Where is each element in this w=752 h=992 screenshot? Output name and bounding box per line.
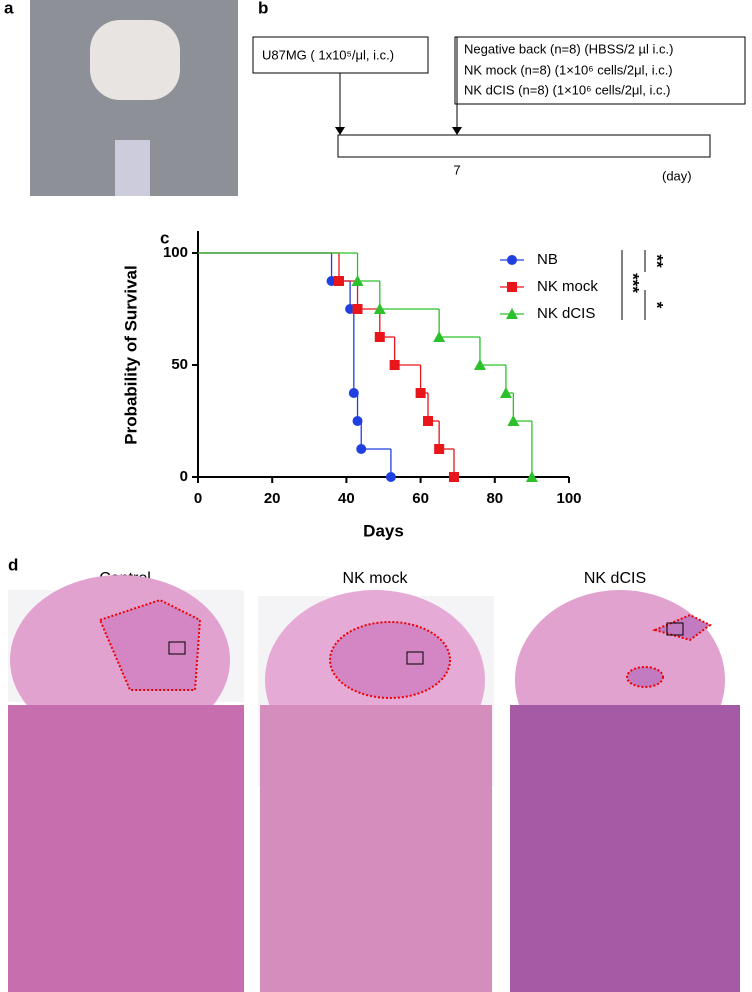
point (348, 388, 359, 398)
point (351, 275, 364, 286)
x-axis-label: Days (363, 521, 404, 540)
point (434, 444, 445, 454)
panel-label: c (160, 228, 169, 247)
legend-label: NK mock (537, 278, 598, 295)
timeline-unit: (day) (662, 168, 692, 183)
x-tick-label: 100 (556, 490, 581, 507)
x-tick-label: 60 (412, 490, 429, 507)
point (448, 472, 459, 482)
point (433, 331, 446, 342)
panel-label: a (4, 0, 14, 17)
histology-title: NK mock (343, 570, 409, 587)
y-tick-label: 100 (163, 244, 188, 261)
photo-mouse (90, 20, 180, 100)
point (507, 415, 520, 426)
point (333, 276, 344, 286)
point (473, 359, 486, 370)
point (389, 360, 400, 370)
histology-title: NK dCIS (584, 570, 646, 587)
point (423, 416, 434, 426)
timeline-box: NK mock (n=8) (1×10⁶ cells/2μl, i.c.) (464, 62, 673, 77)
point (352, 304, 363, 314)
timeline-box: Negative back (n=8) (HBSS/2 µl i.c.) (464, 41, 673, 56)
photo-tube (115, 140, 150, 196)
y-tick-label: 0 (180, 468, 188, 485)
timeline-box: NK dCIS (n=8) (1×10⁶ cells/2μl, i.c.) (464, 82, 670, 97)
timeline (252, 36, 746, 158)
point (352, 416, 363, 426)
x-tick-label: 0 (194, 490, 202, 507)
x-tick-label: 80 (486, 490, 503, 507)
timeline-box: U87MG ( 1x10⁵/μl, i.c.) (262, 47, 394, 62)
point (525, 471, 538, 482)
point (506, 308, 518, 319)
significance: *** (624, 273, 643, 293)
point (374, 332, 385, 342)
point (507, 282, 517, 292)
survival-chart: 0 20 40 60 80 100 0 50 100 Days Probability of Sur… (121, 231, 667, 540)
arrowheads (335, 127, 462, 135)
significance: * (648, 302, 667, 309)
significance: ** (648, 254, 667, 268)
x-tick-label: 20 (264, 490, 281, 507)
y-axis-label: Probability of Survival (121, 265, 140, 445)
point (499, 387, 512, 398)
point (385, 472, 396, 482)
panel-label: b (258, 0, 268, 17)
legend-label: NB (537, 251, 558, 268)
legend-label: NK dCIS (537, 305, 595, 322)
x-tick-label: 40 (338, 490, 355, 507)
point (373, 303, 386, 314)
point (415, 388, 426, 398)
histology-images (8, 705, 740, 992)
point (507, 255, 517, 265)
panel-label: d (8, 555, 18, 574)
y-tick-label: 50 (171, 356, 188, 373)
timeline-tick: 7 (453, 162, 460, 177)
point (356, 444, 367, 454)
